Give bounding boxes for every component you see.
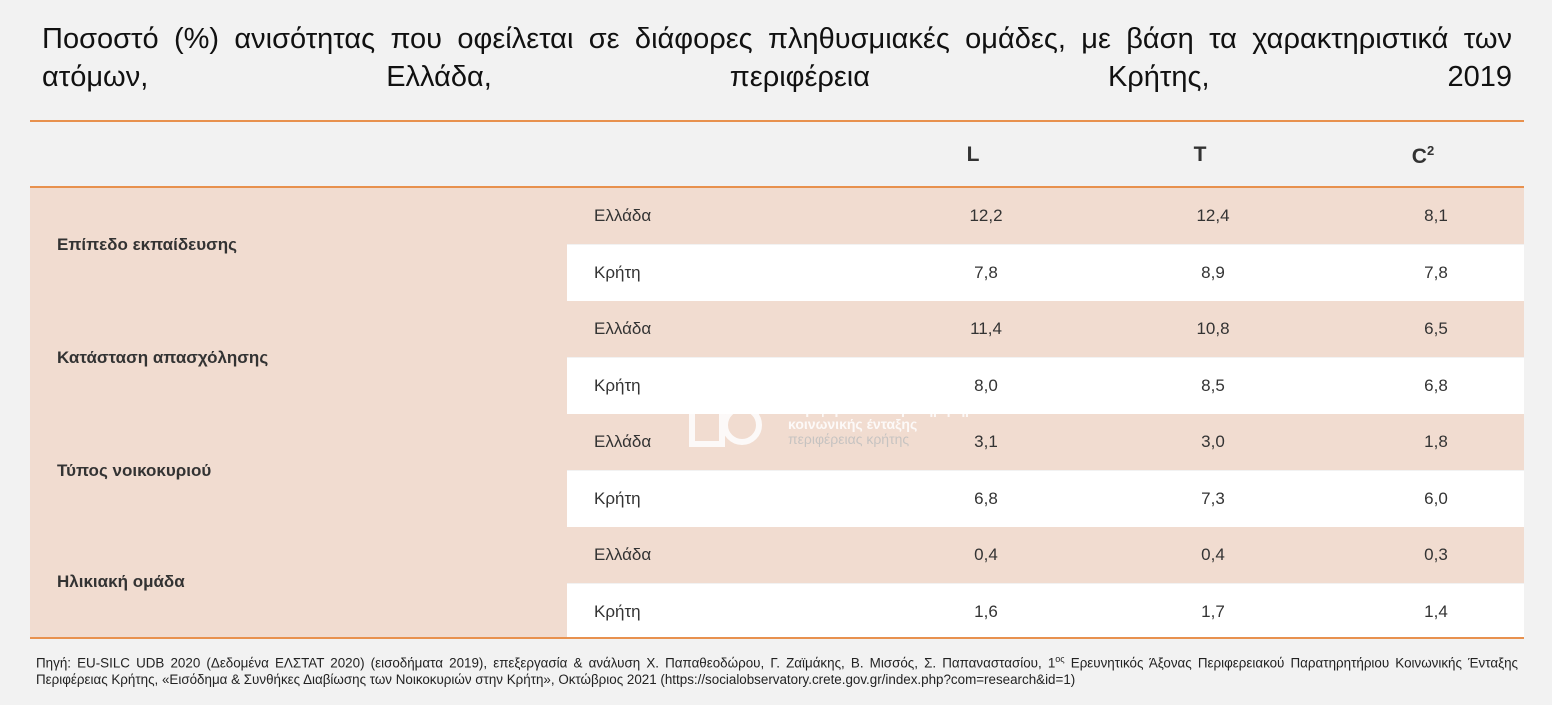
value-t: 7,3 [1201, 489, 1225, 508]
value-t: 8,9 [1201, 263, 1225, 282]
value-t: 10,8 [1196, 319, 1230, 338]
region-label: Ελλάδα [594, 319, 652, 338]
group-cell: Κατάσταση απασχόλησης [30, 301, 567, 414]
table-row: Ελλάδα 0,4 0,4 0,3 [567, 527, 1524, 583]
region-label: Κρήτη [594, 489, 641, 508]
region-label: Κρήτη [594, 263, 641, 282]
value-t: 3,0 [1201, 432, 1225, 451]
region-label: Ελλάδα [594, 206, 652, 225]
source-note: Πηγή: EU-SILC UDB 2020 (Δεδομένα ΕΛΣΤΑΤ … [36, 654, 1518, 688]
logo-line2: κοινωνικής ένταξης [788, 416, 918, 432]
column-header-c2: C2 [1411, 143, 1435, 168]
region-label: Κρήτη [594, 602, 641, 621]
value-l: 0,4 [974, 545, 998, 564]
logo-line3: περιφέρειας κρήτης [788, 431, 910, 447]
value-t: 1,7 [1201, 602, 1225, 621]
group-label: Τύπος νοικοκυριού [57, 460, 212, 480]
data-table: Επίπεδο εκπαίδευσης Ελλάδα 12,2 12,4 8,1… [30, 188, 1524, 637]
value-c2: 6,8 [1424, 376, 1448, 395]
value-t: 0,4 [1201, 545, 1225, 564]
value-t: 8,5 [1201, 376, 1225, 395]
group-label: Ηλικιακή ομάδα [57, 572, 185, 591]
value-c2: 6,5 [1424, 319, 1448, 338]
value-c2: 1,4 [1424, 602, 1448, 621]
value-c2: 8,1 [1424, 206, 1448, 225]
value-l: 11,4 [970, 319, 1002, 338]
value-t: 12,4 [1196, 206, 1230, 225]
region-label: Ελλάδα [594, 545, 652, 564]
value-c2: 6,0 [1424, 489, 1448, 508]
table-row: Κρήτη 8,0 8,5 6,8 [567, 358, 1524, 414]
value-l: 1,6 [974, 602, 998, 621]
logo-mark-icon [689, 403, 762, 447]
column-header-t: T [1193, 143, 1207, 166]
logo-line1: περιφερειακό παρατηρητήριο [788, 401, 987, 417]
table-row: Ελλάδα 11,4 10,8 6,5 [567, 301, 1524, 357]
observatory-logo: περιφερειακό παρατηρητήριο κοινωνικής έν… [688, 402, 1008, 452]
group-cell: Τύπος νοικοκυριού [30, 414, 567, 527]
value-c2: 0,3 [1424, 545, 1448, 564]
region-label: Ελλάδα [594, 432, 652, 451]
value-c2: 1,8 [1424, 432, 1448, 451]
value-l: 3,1 [974, 432, 998, 451]
value-c2: 7,8 [1424, 263, 1448, 282]
column-header-l: L [966, 143, 980, 166]
group-cell: Επίπεδο εκπαίδευσης [30, 188, 567, 301]
logo-text: περιφερειακό παρατηρητήριο κοινωνικής έν… [788, 402, 986, 447]
value-l: 12,2 [969, 206, 1003, 225]
table-row: Κρήτη 6,8 7,3 6,0 [567, 471, 1524, 527]
value-l: 8,0 [974, 376, 998, 395]
value-l: 7,8 [974, 263, 998, 282]
top-rule [30, 120, 1524, 122]
group-label: Κατάσταση απασχόλησης [57, 347, 269, 367]
group-label: Επίπεδο εκπαίδευσης [57, 234, 237, 254]
table-row: Ελλάδα 12,2 12,4 8,1 [567, 188, 1524, 244]
bottom-rule [30, 637, 1524, 639]
table-row: Κρήτη 7,8 8,9 7,8 [567, 245, 1524, 301]
region-label: Κρήτη [594, 376, 641, 395]
group-cell: Ηλικιακή ομάδα [30, 527, 567, 637]
value-l: 6,8 [974, 489, 998, 508]
table-row: Κρήτη 1,6 1,7 1,4 [567, 584, 1524, 637]
header-rule [30, 186, 1524, 188]
page-title: Ποσοστό (%) ανισότητας που οφείλεται σε … [42, 23, 1512, 93]
